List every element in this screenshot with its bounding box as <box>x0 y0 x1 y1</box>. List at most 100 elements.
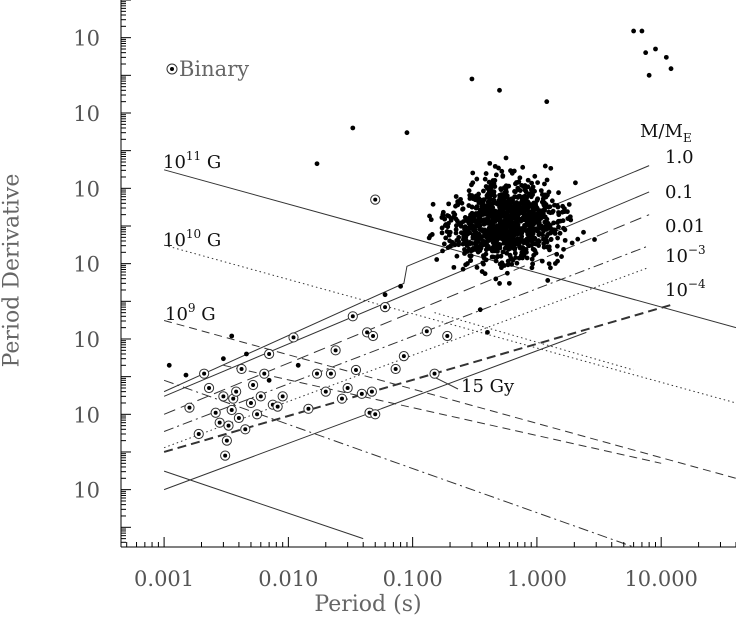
pulsar-point <box>501 213 507 218</box>
binary-pulsar-dot <box>373 412 378 417</box>
pulsar-point <box>441 241 447 247</box>
pulsar-point <box>491 192 497 197</box>
pulsar-point <box>562 209 567 215</box>
pulsar-point <box>529 225 535 231</box>
pulsar-point <box>526 192 532 198</box>
pulsar-point <box>512 247 518 252</box>
pulsar-point <box>472 228 478 234</box>
pulsar-point <box>546 209 552 215</box>
y-tick-label-3: 10 <box>73 253 100 277</box>
x-tick-label-0: 0.001 <box>134 567 194 591</box>
pulsar-point <box>535 228 540 234</box>
pulsar-point <box>467 240 473 246</box>
pulsar-point <box>504 270 510 276</box>
field-label-11-exp: 11 <box>186 149 201 163</box>
pulsar-point <box>453 194 459 199</box>
pulsar-point <box>482 176 488 182</box>
pulsar-point <box>529 265 535 271</box>
pulsar-point <box>476 232 482 238</box>
pulsar-point <box>522 193 528 199</box>
pulsar-point <box>521 240 527 246</box>
binary-pulsar-dot <box>236 415 241 420</box>
pulsar-point <box>476 200 482 205</box>
binary-pulsar-dot <box>196 432 201 437</box>
pulsar-point <box>529 180 535 186</box>
binary-pulsar-dot <box>291 335 296 340</box>
pulsar-point <box>546 261 552 267</box>
binary-pulsar-dot <box>217 420 222 425</box>
pulsar-point <box>548 236 554 242</box>
pulsar-point <box>512 250 518 256</box>
pulsar-point <box>447 229 453 235</box>
pulsar-point <box>509 208 514 214</box>
binary-pulsar-dot <box>333 348 338 353</box>
pulsar-point <box>266 377 272 383</box>
pulsar-point <box>480 260 486 266</box>
pulsar-point <box>552 202 557 208</box>
pulsar-point <box>536 220 542 225</box>
pulsar-point <box>517 175 523 181</box>
binary-pulsar-dot <box>213 410 218 415</box>
pulsar-point <box>517 193 523 199</box>
pulsar-point <box>539 225 544 231</box>
pulsar-point <box>453 223 459 228</box>
pulsar-point <box>549 198 555 204</box>
pulsar-point <box>466 188 472 194</box>
pulsar-point <box>461 234 467 240</box>
pulsar-point <box>451 210 456 216</box>
mass-label-3: 10−3 <box>665 243 706 267</box>
pulsar-point <box>454 237 460 243</box>
mass-line-2 <box>163 245 650 432</box>
pulsar-point <box>535 180 541 185</box>
binary-pulsar-dot <box>350 314 355 319</box>
pulsar-point <box>511 168 517 174</box>
pulsar-point <box>531 247 537 253</box>
pulsar-point <box>486 200 491 206</box>
pulsar-point <box>560 203 566 209</box>
pulsar-point <box>498 220 504 226</box>
pulsar-point <box>447 238 453 244</box>
mass-label-4: 10−4 <box>665 277 706 301</box>
pulsar-point <box>485 213 491 219</box>
pulsar-point <box>556 190 561 196</box>
y-tick-label-6: 10 <box>73 479 100 503</box>
pulsar-point <box>512 201 518 206</box>
pulsar-point <box>472 211 478 217</box>
pulsar-point <box>530 261 536 267</box>
pulsar-point <box>557 230 563 236</box>
x-axis-title: Period (s) <box>314 592 422 617</box>
mass-label-4-exp: −4 <box>688 277 706 291</box>
pulsar-point <box>496 202 502 208</box>
pulsar-point <box>530 231 536 236</box>
pulsar-point <box>653 46 658 52</box>
pulsar-point <box>499 265 504 271</box>
pulsar-point <box>552 231 558 236</box>
binary-pulsar-dot <box>445 334 450 339</box>
pulsar-point <box>474 265 480 270</box>
legend-binary-dot <box>170 67 174 71</box>
pulsar-point <box>485 243 491 249</box>
pulsar-point <box>446 201 452 207</box>
pulsar-point <box>480 199 486 205</box>
pulsar-point <box>568 217 574 223</box>
binary-pulsar-dot <box>202 371 207 376</box>
mass-label-0: 1.0 <box>665 147 694 168</box>
pulsar-point <box>404 130 410 136</box>
pulsar-point <box>490 240 496 246</box>
pulsar-point <box>314 161 320 167</box>
binary-pulsar-dot <box>401 354 406 359</box>
pulsar-point <box>529 256 535 262</box>
pulsar-point <box>556 212 562 218</box>
y-tick-label-5: 10 <box>73 403 100 427</box>
pulsar-point <box>646 72 652 78</box>
pulsar-point <box>453 216 459 222</box>
x-tick-label-4: 10.000 <box>624 567 697 591</box>
binary-pulsar-dot <box>248 400 253 405</box>
pulsar-point <box>562 227 568 233</box>
pulsar-point <box>481 221 487 227</box>
pulsar-point <box>527 238 533 243</box>
pulsar-point <box>668 66 674 72</box>
pulsar-point <box>428 217 434 223</box>
field-label-9-unit: G <box>196 304 216 325</box>
